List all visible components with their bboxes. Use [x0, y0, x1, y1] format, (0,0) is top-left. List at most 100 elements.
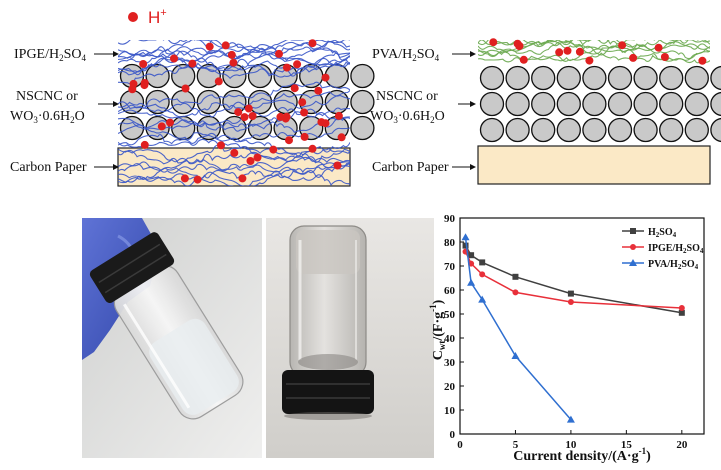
left-fiber	[118, 138, 350, 163]
proton-legend-sup: +	[160, 7, 166, 19]
left-substrate-arrow	[94, 164, 119, 170]
right-particle	[607, 91, 633, 117]
right-particle	[556, 65, 581, 91]
right-electrolyte-arrow	[452, 51, 476, 57]
right-particle	[710, 65, 721, 91]
right-particle	[633, 65, 658, 91]
left-electrode-line2: WO3·0.6H2O	[10, 109, 85, 125]
left-proton	[314, 86, 323, 95]
right-proton	[660, 53, 669, 61]
left-particle	[222, 63, 247, 89]
left-fiber	[118, 91, 350, 118]
left-particle	[145, 63, 170, 89]
left-fiber	[118, 109, 350, 133]
left-particle	[247, 63, 273, 89]
left-fiber	[118, 167, 350, 186]
right-particle	[531, 117, 556, 143]
x-tick-label: 20	[676, 439, 688, 451]
left-proton	[181, 84, 190, 93]
left-proton	[139, 60, 148, 68]
data-point	[567, 290, 574, 297]
y-tick-label: 90	[444, 213, 456, 225]
left-proton	[193, 175, 202, 184]
right-particle	[505, 65, 530, 91]
left-fiber	[118, 132, 350, 156]
left-proton	[157, 122, 166, 131]
right-particle-layers	[479, 65, 721, 143]
y-tick-label: 0	[450, 429, 456, 441]
left-proton	[253, 153, 262, 162]
data-point	[566, 415, 575, 423]
right-proton	[654, 43, 663, 52]
right-proton	[555, 48, 564, 57]
right-particle	[684, 65, 709, 91]
right-substrate-label: Carbon Paper	[372, 160, 449, 175]
right-particle	[659, 65, 684, 91]
right-proton	[629, 53, 638, 62]
x-tick-label: 10	[565, 439, 577, 451]
left-electrode-line1: NSCNC or	[16, 89, 78, 104]
right-proton	[489, 38, 498, 47]
left-particle	[119, 115, 145, 141]
left-proton	[308, 144, 317, 153]
data-point	[467, 278, 476, 286]
left-proton	[244, 104, 253, 113]
left-proton	[285, 136, 293, 145]
tilted-vial-image	[89, 232, 244, 420]
y-tick-label: 10	[444, 405, 456, 417]
left-proton	[317, 118, 326, 127]
left-proton	[282, 63, 291, 72]
data-point	[461, 233, 470, 241]
chart-frame	[459, 217, 705, 435]
left-proton	[180, 174, 189, 183]
left-proton	[337, 133, 346, 142]
right-particle	[659, 91, 684, 117]
left-particle	[222, 89, 247, 115]
left-proton	[140, 81, 149, 90]
left-ipge-fibers	[118, 40, 350, 186]
right-protons	[489, 38, 707, 65]
right-particle	[607, 117, 633, 143]
svg-text:IPGE/H2SO4: IPGE/H2SO4	[648, 243, 704, 255]
right-particle	[684, 117, 709, 143]
chart-series	[461, 233, 685, 423]
data-point	[479, 271, 486, 278]
legend-item-pva: PVA/H2SO4	[622, 259, 699, 271]
right-particle	[556, 91, 581, 117]
right-particle	[633, 117, 658, 143]
proton-legend-label: H	[148, 8, 160, 27]
left-fiber	[118, 162, 350, 175]
left-proton	[334, 111, 343, 120]
data-point	[512, 273, 519, 280]
left-protons	[128, 39, 346, 184]
right-particle	[607, 65, 633, 91]
data-point	[512, 289, 519, 296]
left-proton	[240, 113, 249, 122]
left-proton	[290, 84, 299, 93]
right-particle	[710, 117, 721, 143]
right-particle	[659, 117, 684, 143]
left-proton	[321, 73, 330, 82]
right-electrolyte-label: PVA/H2SO4	[372, 47, 440, 63]
left-fiber	[118, 52, 350, 66]
left-particle	[350, 63, 375, 89]
right-particle	[479, 91, 505, 117]
left-proton	[248, 112, 257, 120]
left-fiber	[118, 40, 350, 61]
left-proton	[300, 108, 309, 117]
data-point	[678, 305, 685, 311]
right-particle	[684, 91, 709, 117]
chart-legend: H2SO4 IPGE/H2SO4 PVA/H2SO4	[622, 227, 704, 271]
left-fiber	[118, 56, 350, 76]
right-pva-fibers	[478, 40, 710, 64]
left-particle	[350, 115, 375, 141]
right-particle	[531, 65, 556, 91]
left-proton	[188, 59, 197, 68]
chart-ticks: 0 10 20 30 40 50 60 70 80 90 0 5 10 15 20	[444, 213, 688, 451]
data-point	[479, 259, 486, 266]
left-proton	[246, 157, 255, 165]
y-tick-label: 80	[444, 237, 456, 249]
left-fiber	[118, 89, 350, 118]
left-electrolyte-arrow	[94, 51, 119, 57]
right-particle	[556, 117, 581, 143]
